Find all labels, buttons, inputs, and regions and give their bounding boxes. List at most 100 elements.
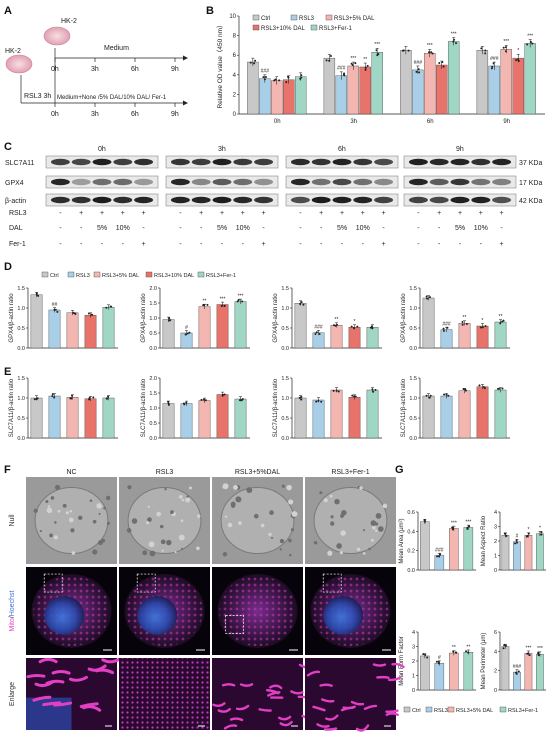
data-point [285,81,288,84]
mitochondrion [229,717,244,722]
data-point [501,387,504,390]
treatment-mark: + [142,210,146,217]
data-point [200,398,203,401]
granule [227,522,233,528]
y-tick-label: 2.0 [149,376,157,382]
mitochondrion [239,683,254,687]
data-point [87,312,90,315]
granule [181,498,185,502]
bar [458,323,471,349]
data-point [425,295,428,298]
y-tick-label: 0 [412,688,415,694]
data-point [35,292,38,295]
bar [424,53,436,115]
data-point [241,300,244,303]
legend-label: RSL3+Fer-1 [508,708,538,714]
data-point [105,306,108,309]
data-point [352,327,355,330]
bar [524,653,533,691]
legend-label: RSL3+5% DAL [102,273,139,279]
bar [48,309,61,349]
bar [359,66,371,115]
bar [512,57,524,115]
timepoint-label: 3h [91,111,99,118]
panel-label-g: G [395,464,404,476]
data-point [465,650,468,653]
blot-band [429,178,449,186]
bar [162,319,175,349]
mitochondrion [279,720,293,727]
granule [291,511,298,517]
row-label-null: Null [9,514,16,527]
data-point [220,304,223,307]
granule [279,538,285,544]
bar [434,662,445,691]
significance-mark: ** [452,645,456,651]
data-point [502,647,505,650]
mitochondrion [290,690,304,695]
data-point [364,66,367,69]
granule [62,503,67,508]
treatment-mark: - [417,241,420,248]
culture-dish-icon [5,54,33,74]
treatment-row-label: DAL [9,225,23,232]
data-point [422,653,425,656]
mitochondrion [355,724,370,732]
row-label-sep: / [9,616,16,618]
blot-band [353,178,373,186]
panel-label-c: C [4,141,12,153]
blot-band [471,158,491,166]
blot-band [170,158,190,166]
data-point [428,396,431,399]
data-point [499,322,502,325]
bar [84,398,97,439]
data-point [428,51,431,54]
treatment-mark: + [382,241,386,248]
chart-B: 0 2 4 6 8 10 Relative OD value（450 nm） 0h 3h 6h 9h… [216,14,545,125]
y-tick-label: 1.0 [149,406,157,412]
treatment-mark: 5% [455,225,465,232]
y-tick-label: 0.0 [281,436,289,442]
treatment-mark: - [101,241,104,248]
treatment-mark: - [221,241,224,248]
granule [147,505,150,508]
bar [513,541,521,571]
data-point [302,303,305,306]
y-tick-label: 0.0 [409,436,417,442]
x-tick-label: 9h [503,119,510,125]
blot-band [471,196,491,204]
data-point [249,61,252,64]
granule [269,510,274,515]
data-point [528,654,531,657]
treatment-mark: - [179,210,182,217]
fluorescence-image [305,567,396,655]
kda-label: 37 KDa [519,160,542,167]
nucleus [137,596,178,635]
data-point [464,389,467,392]
x-tick-label: 3h [350,119,357,125]
data-point [69,397,72,400]
legend-swatch [41,271,49,278]
significance-mark: *** [350,56,356,62]
mitochondrion [319,683,333,687]
mitochondrion [306,670,321,677]
data-point [74,313,77,316]
treatment-mark: + [500,210,504,217]
data-point [186,332,189,335]
row-label-enlarge: Enlarge [9,682,16,706]
data-point [343,74,346,77]
enlarged-bg [212,658,303,730]
treatment-mark: + [79,210,83,217]
significance-mark: ### [337,66,346,72]
bar [494,321,507,349]
bar [294,76,307,115]
panel-a-schematic: HK-2 HK-2 Medium RSL3 3h Medium+None /5%… [5,18,188,118]
treatment-mark: + [458,210,462,217]
bar [347,65,359,115]
data-point [466,526,469,529]
data-point [484,52,487,55]
mitochondrion [32,695,52,702]
y-tick-label: 1.5 [149,391,157,397]
y-tick-label: 0 [494,568,497,574]
